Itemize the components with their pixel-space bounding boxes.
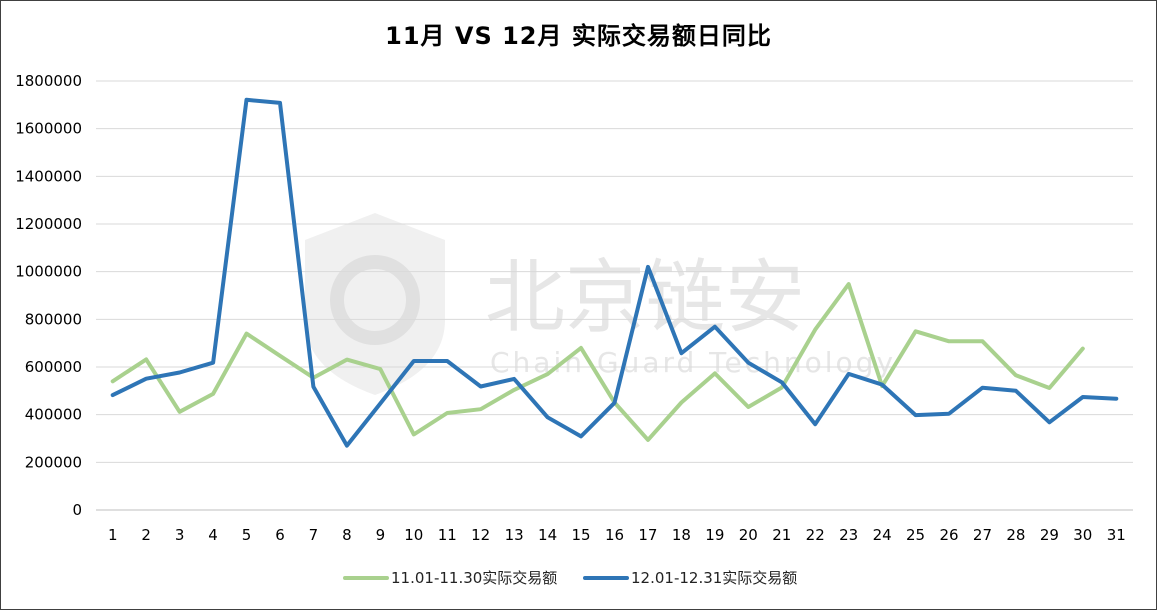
x-tick-label: 15 (572, 526, 591, 544)
x-tick-label: 5 (242, 526, 252, 544)
y-tick-label: 1400000 (15, 167, 82, 185)
x-axis: 1 2 3 4 5 6 7 8 9 10 11 12 13 14 15 16 17 18 19 20 21 22 23 24 2… (108, 526, 1126, 544)
x-tick-label: 23 (839, 526, 858, 544)
x-tick-label: 19 (705, 526, 724, 544)
watermark-logo-gear-icon (330, 255, 420, 345)
watermark: 北京链安 Chain Guard Technology (305, 213, 896, 395)
x-tick-label: 11 (438, 526, 457, 544)
x-tick-label: 27 (973, 526, 992, 544)
x-tick-label: 9 (376, 526, 386, 544)
y-tick-label: 800000 (25, 310, 82, 328)
legend-label-1: 11.01-11.30实际交易额 (391, 569, 557, 587)
x-tick-label: 1 (108, 526, 118, 544)
x-tick-label: 7 (309, 526, 319, 544)
x-tick-label: 8 (342, 526, 352, 544)
y-tick-label: 0 (72, 501, 82, 519)
y-tick-label: 1200000 (15, 215, 82, 233)
watermark-cn: 北京链安 (485, 251, 805, 344)
legend-label-2: 12.01-12.31实际交易额 (631, 569, 797, 587)
series-line-1 (110, 282, 1085, 442)
x-tick-label: 3 (175, 526, 185, 544)
x-tick-label: 12 (471, 526, 490, 544)
x-tick-label: 28 (1006, 526, 1025, 544)
x-tick-label: 13 (505, 526, 524, 544)
x-tick-label: 17 (638, 526, 657, 544)
x-tick-label: 24 (873, 526, 892, 544)
x-tick-label: 22 (806, 526, 825, 544)
chart-title: 11月 VS 12月 实际交易额日同比 (385, 22, 772, 50)
y-tick-label: 400000 (25, 406, 82, 424)
grid-lines (96, 80, 1133, 511)
y-tick-label: 1800000 (15, 72, 82, 90)
x-tick-label: 20 (739, 526, 758, 544)
legend: 11.01-11.30实际交易额 12.01-12.31实际交易额 (343, 569, 797, 587)
series-lines (110, 97, 1119, 448)
y-axis: 0 200000 400000 600000 800000 1000000 1200000 1… (15, 72, 82, 519)
x-tick-label: 29 (1040, 526, 1059, 544)
y-tick-label: 200000 (25, 453, 82, 471)
x-tick-label: 21 (772, 526, 791, 544)
watermark-en: Chain Guard Technology (490, 346, 896, 379)
x-tick-label: 31 (1107, 526, 1126, 544)
x-tick-label: 26 (939, 526, 958, 544)
x-tick-label: 18 (672, 526, 691, 544)
x-tick-label: 10 (404, 526, 423, 544)
series-line-2 (110, 97, 1119, 448)
x-tick-label: 2 (141, 526, 151, 544)
x-tick-label: 30 (1073, 526, 1092, 544)
x-tick-label: 4 (208, 526, 218, 544)
watermark-logo-icon (305, 213, 445, 395)
y-tick-label: 1600000 (15, 120, 82, 138)
x-tick-label: 14 (538, 526, 557, 544)
x-tick-label: 16 (605, 526, 624, 544)
y-tick-label: 600000 (25, 358, 82, 376)
y-tick-label: 1000000 (15, 263, 82, 281)
x-tick-label: 25 (906, 526, 925, 544)
x-tick-label: 6 (275, 526, 285, 544)
